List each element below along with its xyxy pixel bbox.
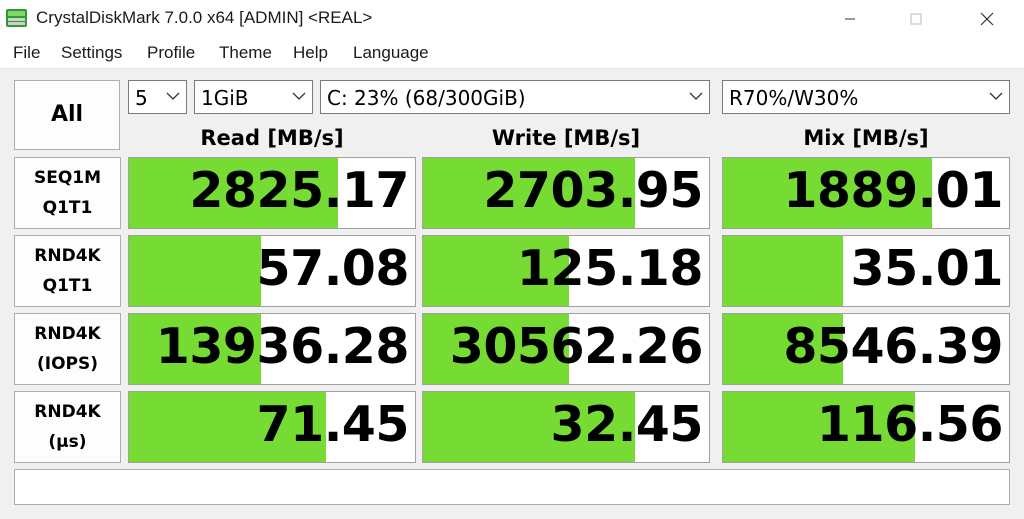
read-column-header: Read [MB/s] (200, 126, 344, 150)
score-value: 125.18 (516, 240, 704, 297)
maximize-icon (910, 13, 922, 25)
close-icon (980, 12, 994, 26)
drive-value: C: 23% (68/300GiB) (327, 86, 526, 110)
minimize-button[interactable] (827, 4, 873, 34)
score-bar (423, 392, 635, 462)
score-bar (129, 392, 327, 462)
score-bar (723, 158, 932, 228)
score-value: 57.08 (256, 240, 410, 297)
write-result-cell: 32.45 (422, 391, 710, 463)
menu-language[interactable]: Language (353, 43, 429, 62)
menu-profile[interactable]: Profile (147, 43, 196, 62)
write-result-cell: 2703.95 (422, 157, 710, 229)
test-row-label-line2: Q1T1 (42, 276, 93, 296)
menu-file[interactable]: File (13, 43, 41, 62)
run-all-button[interactable]: All (14, 80, 120, 150)
menu-theme[interactable]: Theme (219, 43, 272, 62)
test-row-3-button[interactable]: RND4K (IOPS) (14, 313, 121, 385)
mix-column-header: Mix [MB/s] (803, 126, 929, 150)
close-button[interactable] (964, 4, 1010, 34)
window-title: CrystalDiskMark 7.0.0 x64 [ADMIN] <REAL> (36, 8, 373, 27)
score-value: 1889.01 (783, 162, 1003, 219)
read-result-cell: 57.08 (128, 235, 416, 307)
write-result-cell: 125.18 (422, 235, 710, 307)
write-result-cell: 30562.26 (422, 313, 710, 385)
test-size-select[interactable]: 1GiB (194, 80, 313, 114)
score-value: 2825.17 (189, 162, 409, 219)
score-bar (423, 314, 569, 384)
score-bar (129, 158, 338, 228)
menu-bar: File Settings Profile Theme Help Languag… (0, 38, 1024, 69)
read-result-cell: 13936.28 (128, 313, 416, 385)
menu-help[interactable]: Help (293, 43, 328, 62)
status-bar (14, 469, 1010, 505)
test-row-4-button[interactable]: RND4K (μs) (14, 391, 121, 463)
crystaldiskmark-app-icon (6, 9, 27, 27)
drive-select[interactable]: C: 23% (68/300GiB) (320, 80, 710, 114)
chevron-down-icon (292, 92, 306, 100)
score-bar (423, 236, 569, 306)
score-bar (723, 236, 844, 306)
test-row-2-button[interactable]: RND4K Q1T1 (14, 235, 121, 307)
score-value: 116.56 (816, 396, 1004, 453)
test-row-1-button[interactable]: SEQ1M Q1T1 (14, 157, 121, 229)
test-row-label-line1: RND4K (34, 246, 101, 266)
chevron-down-icon (166, 92, 180, 100)
test-count-select[interactable]: 5 (128, 80, 187, 114)
mix-result-cell: 35.01 (722, 235, 1010, 307)
mix-result-cell: 116.56 (722, 391, 1010, 463)
test-row-label-line1: SEQ1M (33, 168, 102, 188)
chevron-down-icon (989, 92, 1003, 100)
score-value: 71.45 (256, 396, 410, 453)
write-column-header: Write [MB/s] (491, 126, 641, 150)
read-result-cell: 71.45 (128, 391, 416, 463)
test-size-value: 1GiB (201, 86, 249, 110)
test-count-value: 5 (135, 86, 148, 110)
score-value: 32.45 (550, 396, 704, 453)
test-row-label-line2: Q1T1 (42, 198, 93, 218)
score-bar (723, 314, 844, 384)
title-bar: CrystalDiskMark 7.0.0 x64 [ADMIN] <REAL> (0, 0, 1024, 38)
mix-ratio-select[interactable]: R70%/W30% (722, 80, 1010, 114)
score-bar (723, 392, 915, 462)
score-bar (129, 236, 261, 306)
score-bar (129, 314, 261, 384)
score-value: 2703.95 (483, 162, 703, 219)
chevron-down-icon (689, 92, 703, 100)
test-row-label-line1: RND4K (34, 324, 101, 344)
score-value: 30562.26 (449, 318, 704, 375)
test-row-label-line2: (μs) (48, 432, 87, 452)
score-value: 35.01 (850, 240, 1004, 297)
score-value: 8546.39 (783, 318, 1003, 375)
read-result-cell: 2825.17 (128, 157, 416, 229)
test-row-label-line1: RND4K (34, 402, 101, 422)
mix-result-cell: 1889.01 (722, 157, 1010, 229)
score-value: 13936.28 (155, 318, 410, 375)
test-row-label-line2: (IOPS) (36, 354, 99, 374)
mix-ratio-value: R70%/W30% (729, 86, 859, 110)
minimize-icon (845, 18, 855, 20)
score-bar (423, 158, 635, 228)
menu-settings[interactable]: Settings (61, 43, 123, 62)
maximize-button[interactable] (893, 4, 939, 34)
mix-result-cell: 8546.39 (722, 313, 1010, 385)
